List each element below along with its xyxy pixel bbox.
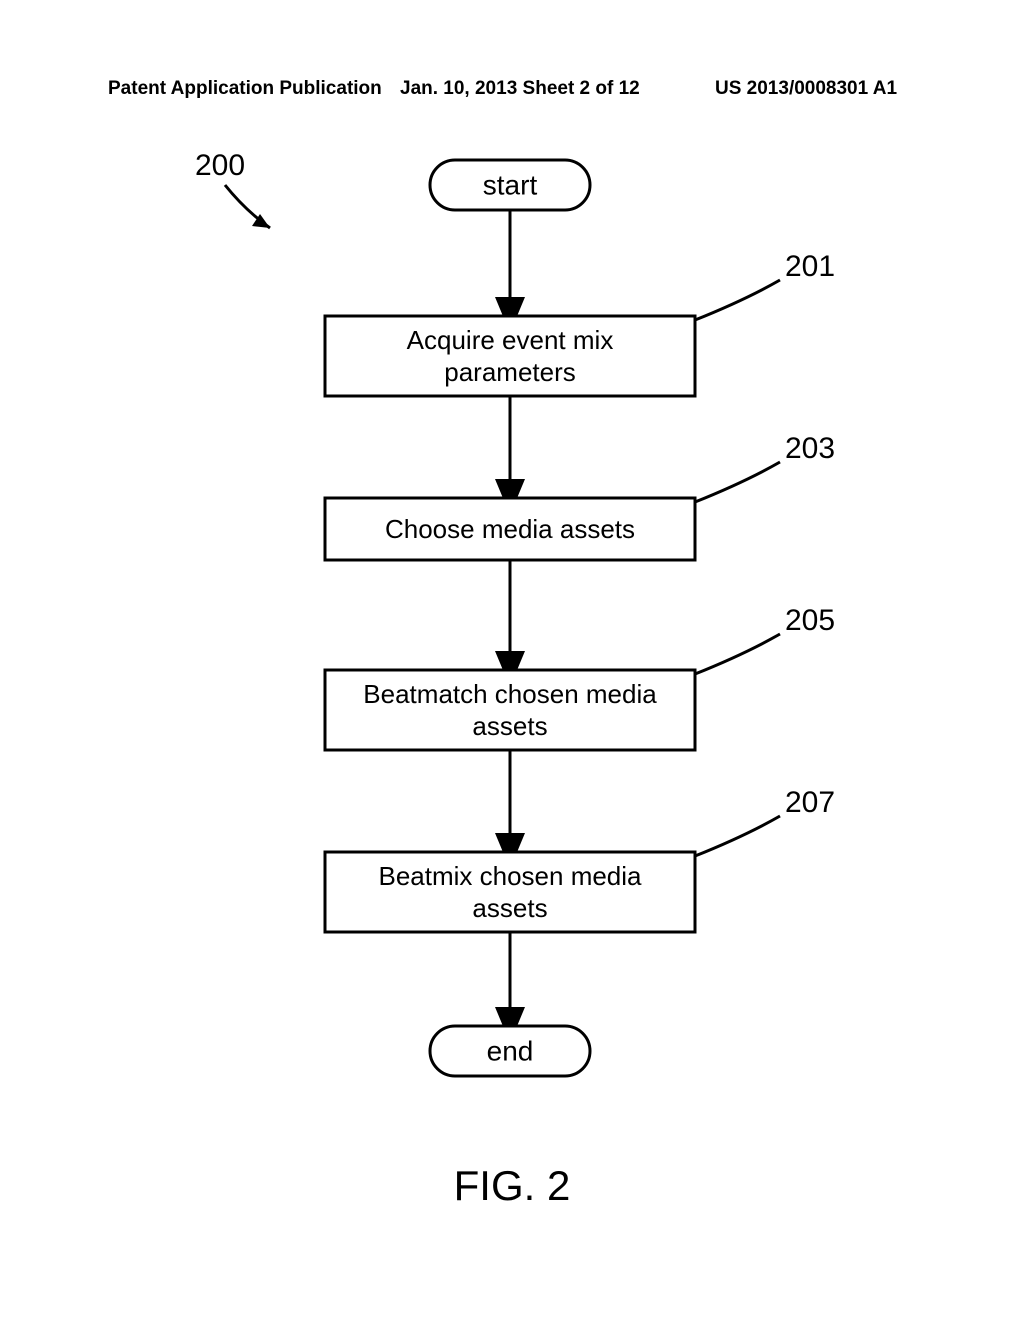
start-label: start — [483, 169, 538, 200]
step-3-line-2: assets — [472, 711, 547, 741]
step-1-line-1: Acquire event mix — [407, 325, 614, 355]
ref-connector-205 — [695, 634, 780, 674]
step-1-line-2: parameters — [444, 357, 576, 387]
step-4-line-2: assets — [472, 893, 547, 923]
step-4-line-1: Beatmix chosen media — [378, 861, 642, 891]
ref-201: 201 — [785, 250, 835, 283]
ref-connector-203 — [695, 462, 780, 502]
ref-connector-201 — [695, 280, 780, 320]
ref-207: 207 — [785, 786, 835, 819]
end-label: end — [487, 1035, 534, 1066]
flowchart-svg: 200 start Acquire event mix parameters 2… — [0, 0, 1024, 1320]
figure-label: FIG. 2 — [454, 1162, 571, 1209]
page: Patent Application Publication Jan. 10, … — [0, 0, 1024, 1320]
step-2-line-1: Choose media assets — [385, 514, 635, 544]
ref-205: 205 — [785, 604, 835, 637]
ref-203: 203 — [785, 432, 835, 465]
step-3-line-1: Beatmatch chosen media — [363, 679, 657, 709]
flowchart-ref-200: 200 — [195, 149, 245, 182]
ref-connector-207 — [695, 816, 780, 856]
